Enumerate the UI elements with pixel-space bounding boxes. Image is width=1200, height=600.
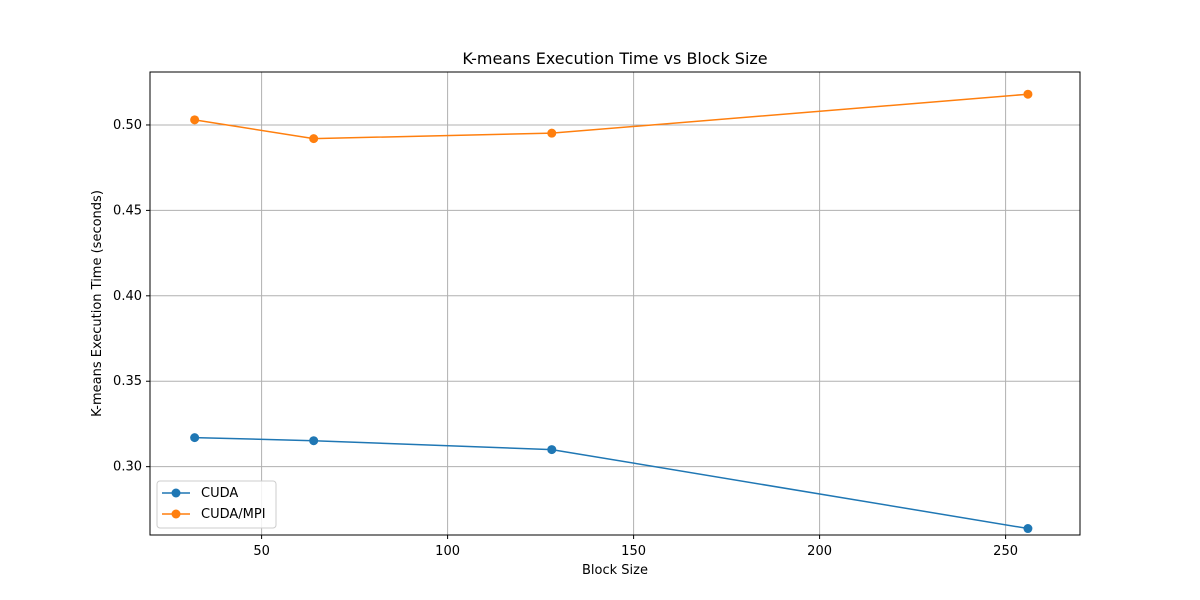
legend-marker-cuda [171, 488, 181, 498]
x-tick-label: 100 [435, 544, 460, 559]
series-line-cuda [193, 436, 1029, 530]
x-tick-label: 50 [253, 544, 270, 559]
data-point-cuda-2 [547, 445, 557, 455]
grid [150, 72, 1080, 535]
legend-marker-cuda-mpi [171, 509, 181, 519]
x-axis-label: Block Size [582, 563, 648, 578]
y-tick-label: 0.35 [113, 374, 142, 389]
x-tick-label: 250 [993, 544, 1018, 559]
data-point-cuda-0 [190, 433, 200, 443]
y-tick-label: 0.30 [113, 460, 142, 475]
plot-area [149, 71, 1081, 536]
data-point-cuda-3 [1023, 524, 1033, 534]
legend: CUDA CUDA/MPI [156, 480, 277, 529]
legend-label-cuda: CUDA [201, 486, 238, 501]
chart-title: K-means Execution Time vs Block Size [462, 49, 767, 68]
legend-label-cuda-mpi: CUDA/MPI [201, 507, 266, 522]
y-tick-label: 0.40 [113, 289, 142, 304]
series-line-cuda-mpi [193, 93, 1029, 140]
x-tick-label: 150 [621, 544, 646, 559]
data-point-cuda-mpi-1 [309, 134, 319, 144]
y-tick-label: 0.45 [113, 203, 142, 218]
y-axis: 0.30 0.35 0.40 0.45 0.50 [113, 118, 150, 475]
series-layer [190, 89, 1033, 534]
data-point-cuda-mpi-3 [1023, 89, 1033, 99]
x-tick-label: 200 [807, 544, 832, 559]
data-point-cuda-mpi-0 [190, 115, 200, 125]
data-point-cuda-1 [309, 436, 319, 446]
data-point-cuda-mpi-2 [547, 128, 557, 138]
y-axis-label: K-means Execution Time (seconds) [90, 190, 105, 417]
y-tick-label: 0.50 [113, 118, 142, 133]
x-axis: 50 100 150 200 250 [253, 535, 1018, 559]
